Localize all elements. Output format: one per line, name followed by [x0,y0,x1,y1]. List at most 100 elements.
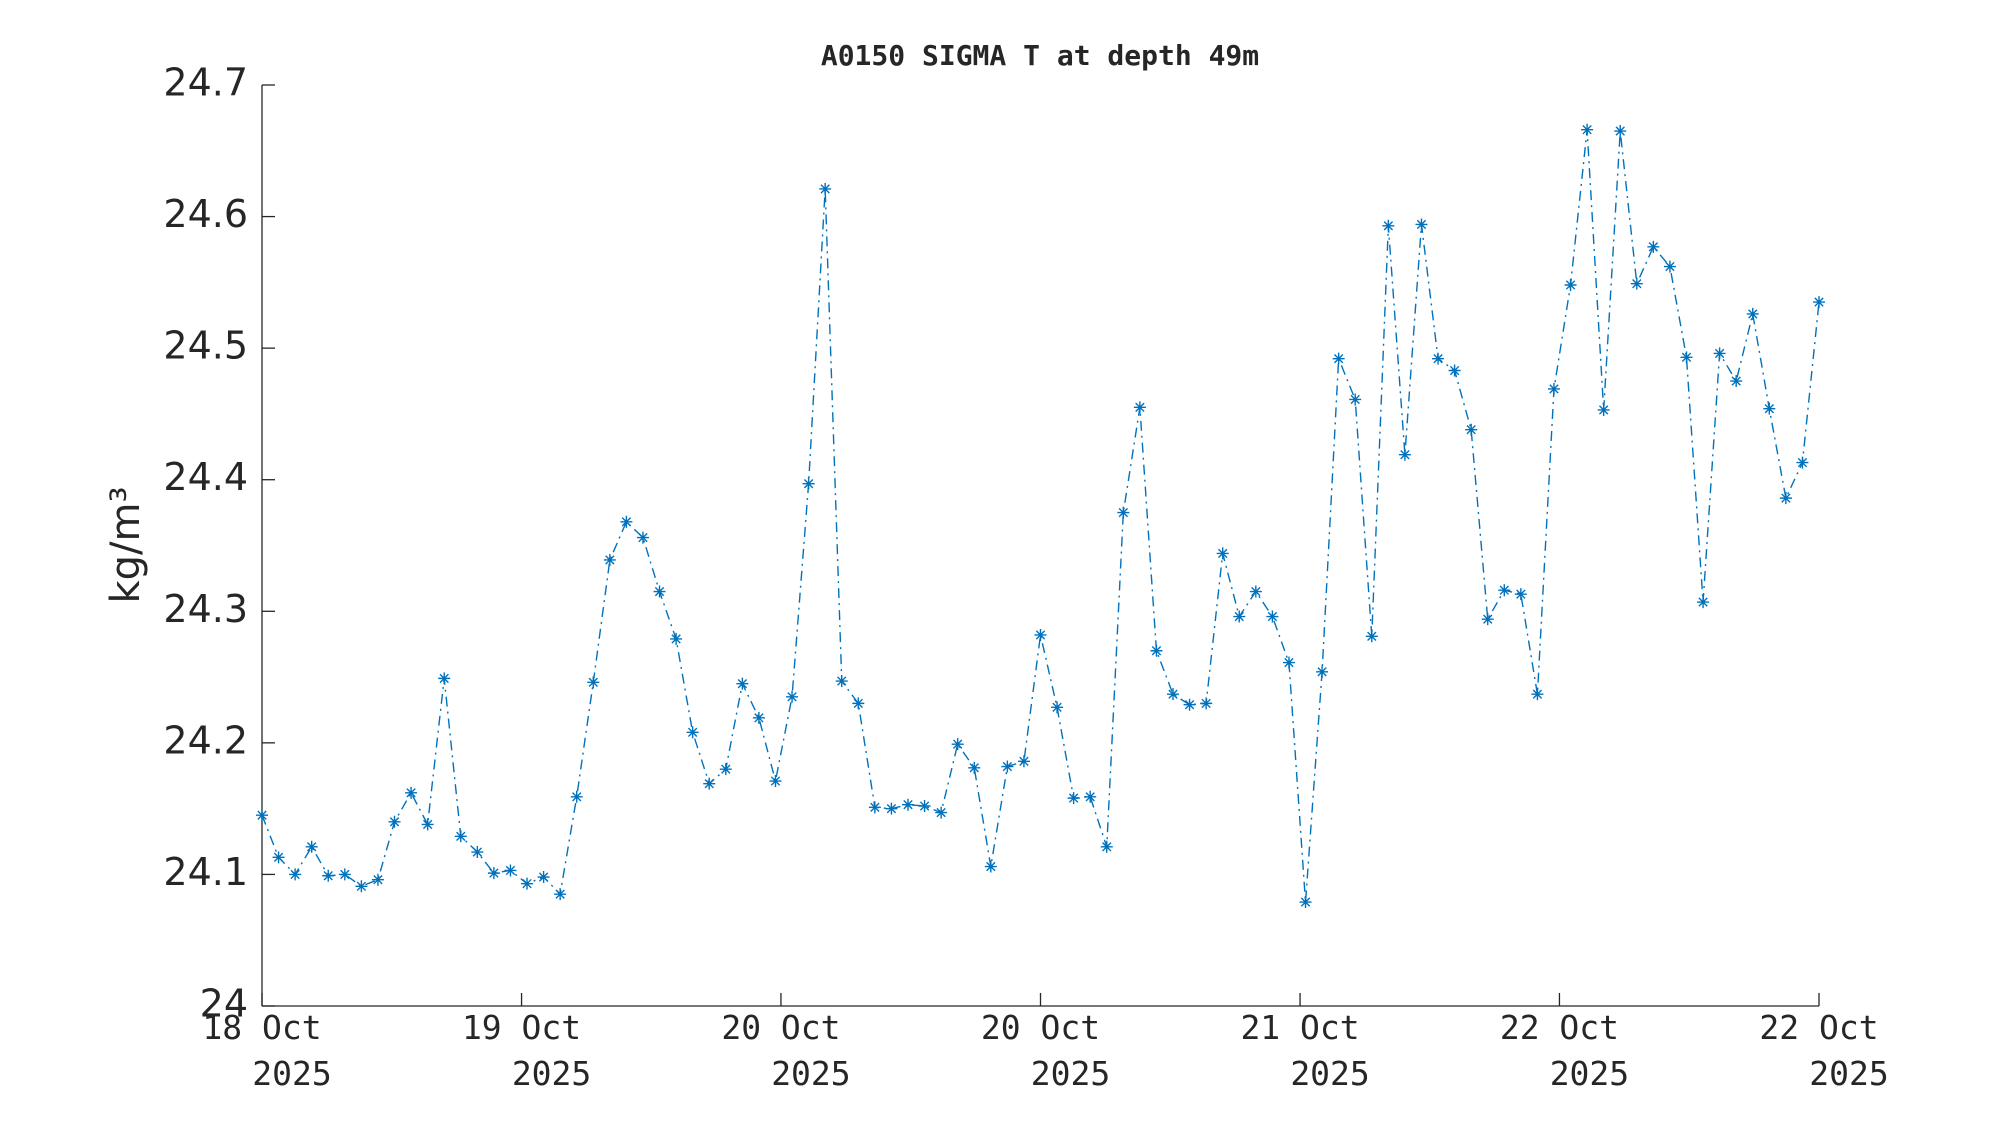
data-point [305,840,318,853]
data-point [1730,375,1743,388]
data-point [1597,403,1610,416]
data-point [1332,352,1345,365]
data-point [653,585,666,598]
data-point [1382,219,1395,232]
data-point [1150,644,1163,657]
data-point [405,786,418,799]
data-point [1067,792,1080,805]
data-point [1514,588,1527,601]
y-tick-label: 24.5 [163,324,248,368]
data-point [1779,492,1792,505]
data-point [1713,347,1726,360]
data-point [1481,613,1494,626]
data-point [719,763,732,776]
data-point [603,553,616,566]
data-point [521,877,534,890]
x-tick-label: 22 Oct 2025 [1759,1008,1888,1093]
data-point [786,690,799,703]
data-point [471,846,484,859]
data-point [1100,840,1113,853]
y-tick-label: 24 [200,982,248,1026]
data-point [1133,401,1146,414]
data-point [438,672,451,685]
data-point [852,697,865,710]
data-point [1547,382,1560,395]
data-point [487,867,500,880]
data-point [1167,688,1180,701]
data-point [388,815,401,828]
data-point [322,869,335,882]
data-point [587,676,600,689]
data-point [703,777,716,790]
data-point [355,880,368,893]
data-point [1448,364,1461,377]
data-point [1763,402,1776,415]
data-point [1647,240,1660,253]
data-point [835,675,848,688]
data-point [454,830,467,843]
chart-title: A0150 SIGMA T at depth 49m [821,39,1259,72]
data-point [1663,260,1676,273]
y-tick-label: 24.7 [163,61,248,105]
data-point [256,809,268,822]
data-line [261,129,1820,903]
data-point [1200,697,1213,710]
data-point [1697,596,1710,609]
data-point [1266,610,1279,623]
data-point [1564,278,1577,291]
x-tick-label: 19 Oct 2025 [462,1008,591,1093]
data-point [968,761,981,774]
y-tick-label: 24.4 [163,455,248,499]
data-point [1216,547,1229,560]
data-point [289,868,302,881]
data-point [1813,296,1825,309]
data-point [1316,665,1329,678]
data-point [1034,628,1047,641]
data-point [272,851,285,864]
y-tick-label: 24.1 [163,850,248,894]
y-axis-label: kg/m³ [103,486,149,603]
data-point [752,711,765,724]
data-point [636,531,649,544]
data-point [1498,584,1511,597]
data-point [1746,307,1759,320]
data-point [1001,760,1014,773]
data-point [421,818,434,831]
data-point [1365,630,1378,643]
data-point [1581,123,1594,136]
data-point [1680,351,1693,364]
data-point [802,477,815,490]
data-point [901,798,914,811]
data-point [338,868,351,881]
data-point [1630,277,1643,290]
data-point [868,801,881,814]
data-point [554,888,567,901]
data-point [570,790,583,803]
x-tick-label: 18 Oct 2025 [202,1008,331,1093]
data-point [769,775,782,788]
data-point [935,806,948,819]
data-point [1249,585,1262,598]
y-tick-label: 24.6 [163,192,248,236]
data-point [1084,790,1097,803]
data-point [1299,896,1312,909]
data-point [1398,448,1411,461]
x-tick-label: 22 Oct 2025 [1500,1008,1629,1093]
data-point [1465,423,1478,436]
data-point [951,738,964,751]
data-point [885,802,898,815]
y-tick-label: 24.2 [163,718,248,762]
data-point [1614,125,1627,138]
data-point [371,873,384,886]
data-point [670,632,683,645]
data-point [736,677,749,690]
data-point [1432,352,1445,365]
data-point [984,860,997,873]
data-point [1282,656,1295,669]
data-point [620,515,633,528]
data-point [537,871,550,884]
x-tick-label: 20 Oct 2025 [721,1008,850,1093]
data-point [819,182,832,195]
data-point [918,800,931,813]
